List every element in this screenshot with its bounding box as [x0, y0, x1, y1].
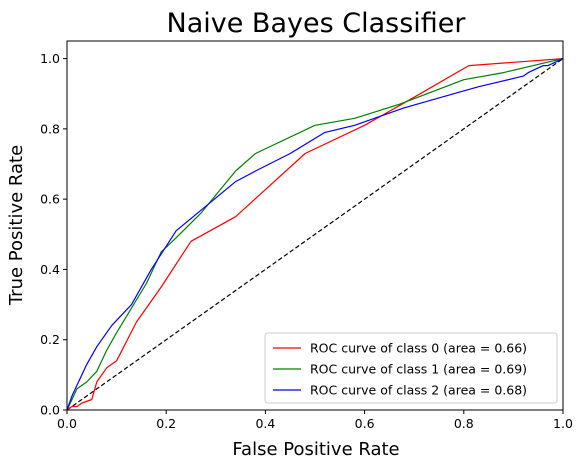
legend: ROC curve of class 0 (area = 0.66) ROC cu…: [264, 332, 558, 404]
series-line-class-2: [66, 58, 564, 411]
x-tick-label: 0.2: [156, 416, 176, 431]
y-tick-label: 0.4: [40, 262, 60, 277]
reference-diagonal-line: [66, 58, 564, 411]
legend-box: [264, 332, 558, 404]
x-tick-label: 0.0: [57, 416, 77, 431]
y-axis-label: True Positive Rate: [6, 145, 27, 306]
legend-entry-class-2: ROC curve of class 2 (area = 0.68): [310, 383, 527, 398]
y-tick-label: 0.6: [40, 192, 60, 207]
plot-area: [66, 40, 564, 411]
x-tick-label: 0.4: [255, 416, 275, 431]
axes-frame: [66, 40, 564, 411]
y-tick-label: 0.8: [40, 121, 60, 136]
series-line-class-1: [66, 58, 564, 411]
x-tick-label: 0.6: [355, 416, 375, 431]
legend-entry-class-0: ROC curve of class 0 (area = 0.66): [310, 341, 527, 356]
x-tick-label: 1.0: [553, 416, 573, 431]
y-tick-label: 1.0: [40, 51, 60, 66]
y-tick-label: 0.0: [40, 403, 60, 418]
x-tick-label: 0.8: [454, 416, 474, 431]
y-axis-ticks: 0.0 0.2 0.4 0.6 0.8 1.0: [40, 51, 67, 418]
legend-entry-class-1: ROC curve of class 1 (area = 0.69): [310, 362, 527, 377]
x-axis-ticks: 0.0 0.2 0.4 0.6 0.8 1.0: [57, 410, 573, 431]
x-axis-label: False Positive Rate: [232, 439, 399, 460]
y-tick-label: 0.2: [40, 332, 60, 347]
chart-title: Naive Bayes Classifier: [167, 8, 467, 39]
